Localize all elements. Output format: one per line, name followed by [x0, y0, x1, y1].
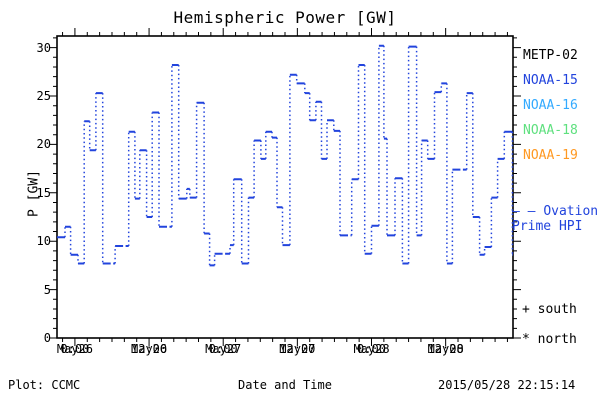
legend-item-noaa-18: NOAA-18: [523, 123, 578, 138]
series-step-segments: [57, 44, 513, 267]
x-tick-date: May28: [353, 342, 390, 356]
legend-item-noaa-15: NOAA-15: [523, 73, 578, 88]
x-tick-date: May27: [279, 342, 316, 356]
plus-marker-icon: +: [522, 302, 530, 317]
x-tick-time: 12:00: [279, 342, 316, 356]
legend-item-noaa-16: NOAA-16: [523, 98, 578, 113]
series-vertical-connectors: [64, 45, 514, 266]
x-tick-time: 0:00: [357, 342, 386, 356]
legend-item-noaa-19: NOAA-19: [523, 148, 578, 163]
legend-item-metp-02: METP-02: [523, 48, 578, 63]
y-tick-label: 5: [43, 282, 51, 297]
y-tick-label: 30: [36, 40, 51, 55]
y-tick-label: 25: [36, 89, 51, 103]
x-tick-time: 0:00: [60, 342, 90, 356]
y-tick-label: 15: [36, 185, 51, 200]
x-tick-date: May28: [427, 342, 464, 356]
x-tick-date: May27: [205, 342, 242, 356]
south-label: south: [537, 302, 577, 317]
asterisk-marker-icon: *: [522, 332, 530, 347]
north-label: north: [537, 332, 577, 347]
y-tick-label: 20: [36, 137, 51, 152]
ovation-label-line2: Prime HPI: [512, 219, 583, 234]
y-tick-label: 0: [43, 331, 51, 345]
x-tick-time: 12:00: [427, 342, 464, 356]
axis-ticks: [49, 28, 521, 346]
dashed-line-sample-icon: – –: [512, 204, 536, 219]
chart-title: Hemispheric Power [GW]: [173, 8, 397, 27]
x-tick-date: May26: [56, 342, 93, 356]
ovation-label-line1: Ovation: [543, 204, 599, 219]
x-axis-title: Date and Time: [238, 378, 332, 392]
x-tick-date: May26: [131, 342, 168, 356]
y-tick-label: 10: [36, 234, 51, 249]
x-tick-time: 12:00: [131, 342, 168, 356]
plot-credit: Plot: CCMC: [8, 378, 81, 392]
plot-frame: [56, 35, 514, 339]
ovation-prime-hpi-annotation: – – Ovation Prime HPI: [512, 204, 598, 234]
plot-timestamp: 2015/05/28 22:15:14: [438, 378, 576, 392]
x-tick-time: 0:00: [208, 342, 238, 356]
south-marker-key: + south: [522, 302, 577, 317]
north-marker-key: * north: [522, 332, 577, 347]
